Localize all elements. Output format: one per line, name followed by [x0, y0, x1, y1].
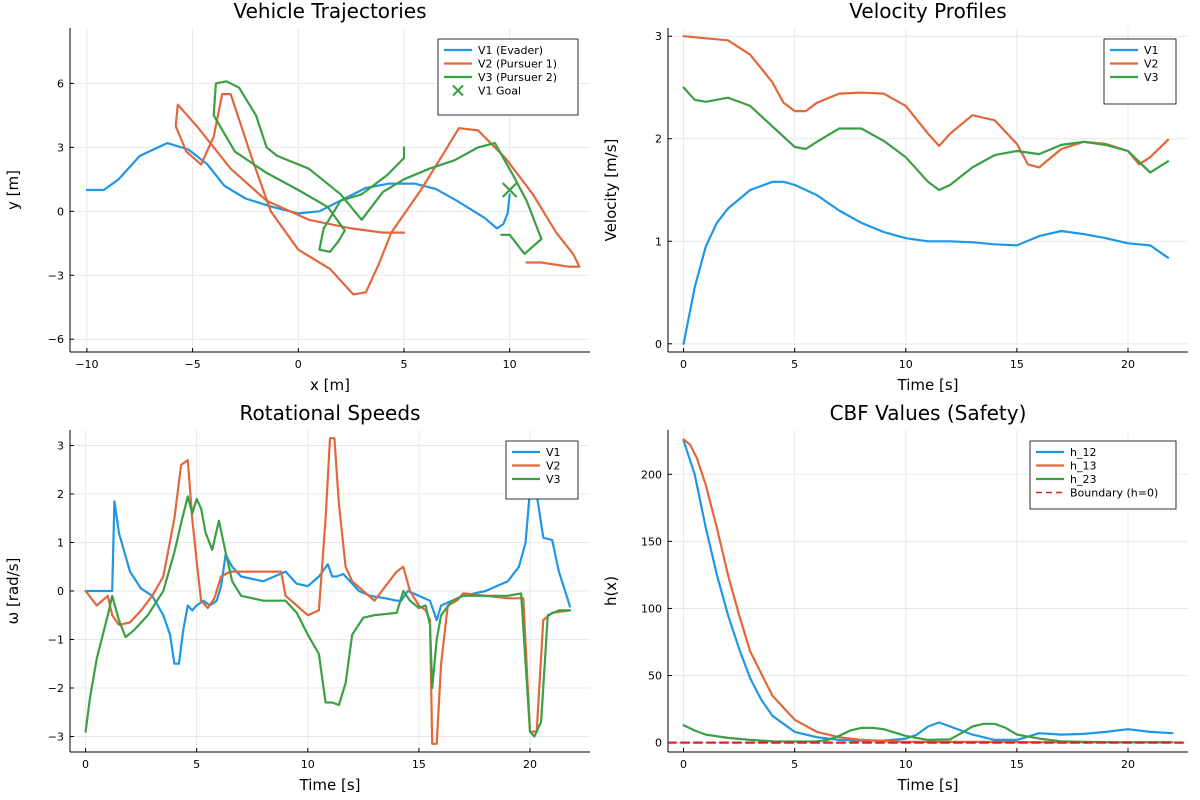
x-tick-label: 20 [523, 758, 537, 771]
legend-label: h_13 [1070, 460, 1096, 473]
y-tick-label: 50 [648, 670, 662, 683]
y-axis-label: y [m] [4, 170, 22, 210]
x-axis-label: Time [s] [897, 776, 959, 794]
series-line-v1 [84, 488, 572, 665]
y-tick-label: −3 [48, 730, 64, 743]
y-tick-label: −2 [48, 682, 64, 695]
series-line-v3 [84, 495, 572, 738]
legend-label: V3 (Pursuer 2) [478, 71, 557, 84]
x-tick-label: 10 [899, 358, 913, 371]
legend-label: h_23 [1070, 473, 1096, 486]
x-tick-label: 10 [503, 358, 517, 371]
y-tick-label: 0 [655, 338, 662, 351]
y-tick-label: 6 [57, 77, 64, 90]
grid-lines [668, 28, 1188, 352]
grid-lines [70, 430, 590, 752]
x-tick-label: 0 [295, 358, 302, 371]
legend: V1 (Evader)V2 (Pursuer 1)V3 (Pursuer 2)V… [437, 38, 579, 116]
chart-title: Rotational Speeds [240, 401, 421, 425]
series-group [668, 438, 1188, 744]
legend-label: V1 [1144, 44, 1159, 57]
series-line-v2 [682, 35, 1170, 169]
chart-title: CBF Values (Safety) [830, 401, 1027, 425]
y-axis-label: ω [rad/s] [4, 558, 22, 625]
y-axis-label: h(x) [602, 576, 620, 606]
y-axis-label: Velocity [m/s] [602, 139, 620, 242]
goal-marker [501, 182, 518, 198]
x-tick-label: −5 [184, 358, 200, 371]
x-axis-label: Time [s] [897, 376, 959, 394]
chart-title: Vehicle Trajectories [233, 0, 426, 23]
series-line-v3 [682, 86, 1170, 192]
series-group [85, 80, 581, 296]
x-tick-label: 5 [193, 758, 200, 771]
x-tick-label: 5 [791, 758, 798, 771]
legend-label: V1 [546, 446, 561, 459]
chart-traj: −10 −5 0 5 10 −6 −3 0 3 6 Vehicle Trajectories x [m… [4, 0, 590, 394]
legend-label: V1 (Evader) [478, 44, 543, 57]
chart-vel: 0 5 10 15 20 0 1 2 3 Velocity Profiles Time [s] Vel… [602, 0, 1188, 394]
y-tick-label: −6 [48, 333, 64, 346]
series-line-h-23 [682, 722, 1174, 744]
series-line-v2 [84, 437, 572, 745]
chart-rot: 0 5 10 15 20 −3 −2 −1 0 1 2 3 Rotational Speeds Time … [4, 401, 590, 794]
y-tick-label: 0 [57, 585, 64, 598]
x-tick-label: 10 [899, 758, 913, 771]
y-tick-label: 0 [57, 205, 64, 218]
legend-label: V3 [546, 473, 561, 486]
legend-label: Boundary (h=0) [1070, 487, 1158, 500]
legend-label: V1 Goal [478, 85, 521, 98]
x-tick-label: 15 [1010, 358, 1024, 371]
series-group [682, 35, 1170, 345]
x-tick-label: 10 [301, 758, 315, 771]
legend-label: V3 [1144, 71, 1159, 84]
y-tick-label: −3 [48, 269, 64, 282]
y-tick-label: 0 [655, 737, 662, 750]
y-tick-label: 3 [57, 440, 64, 453]
x-tick-label: 5 [400, 358, 407, 371]
x-tick-label: 0 [680, 758, 687, 771]
series-line-v1-evader- [85, 142, 511, 230]
x-axis-label: x [m] [310, 376, 350, 394]
legend-box [1103, 38, 1177, 105]
y-tick-label: 200 [641, 468, 662, 481]
x-tick-label: 5 [791, 358, 798, 371]
series-line-v2-pursuer-1- [174, 93, 581, 296]
legend-label: V2 [1144, 58, 1159, 71]
series-line-v1 [682, 180, 1170, 345]
x-tick-label: 0 [82, 758, 89, 771]
x-tick-label: 20 [1121, 358, 1135, 371]
y-tick-label: 2 [57, 488, 64, 501]
series-line-h-12 [682, 439, 1174, 742]
x-tick-label: 20 [1121, 758, 1135, 771]
x-tick-label: 15 [412, 758, 426, 771]
legend-box [505, 440, 579, 500]
x-tick-label: −10 [75, 358, 98, 371]
y-tick-label: −1 [48, 633, 64, 646]
legend-label: V2 (Pursuer 1) [478, 58, 557, 71]
y-tick-label: 150 [641, 535, 662, 548]
y-tick-label: 1 [655, 235, 662, 248]
x-tick-label: 15 [1010, 758, 1024, 771]
series-group [84, 437, 572, 745]
legend-label: h_12 [1070, 446, 1096, 459]
series-line-v3-pursuer-2- [212, 80, 543, 255]
legend-swatch [452, 84, 464, 97]
x-axis-label: Time [s] [299, 776, 361, 794]
legend-label: V2 [546, 460, 561, 473]
chart-title: Velocity Profiles [849, 0, 1006, 23]
y-tick-label: 1 [57, 537, 64, 550]
y-tick-label: 2 [655, 133, 662, 146]
y-tick-label: 3 [655, 30, 662, 43]
x-tick-label: 0 [680, 358, 687, 371]
y-tick-label: 3 [57, 141, 64, 154]
y-tick-label: 100 [641, 602, 662, 615]
